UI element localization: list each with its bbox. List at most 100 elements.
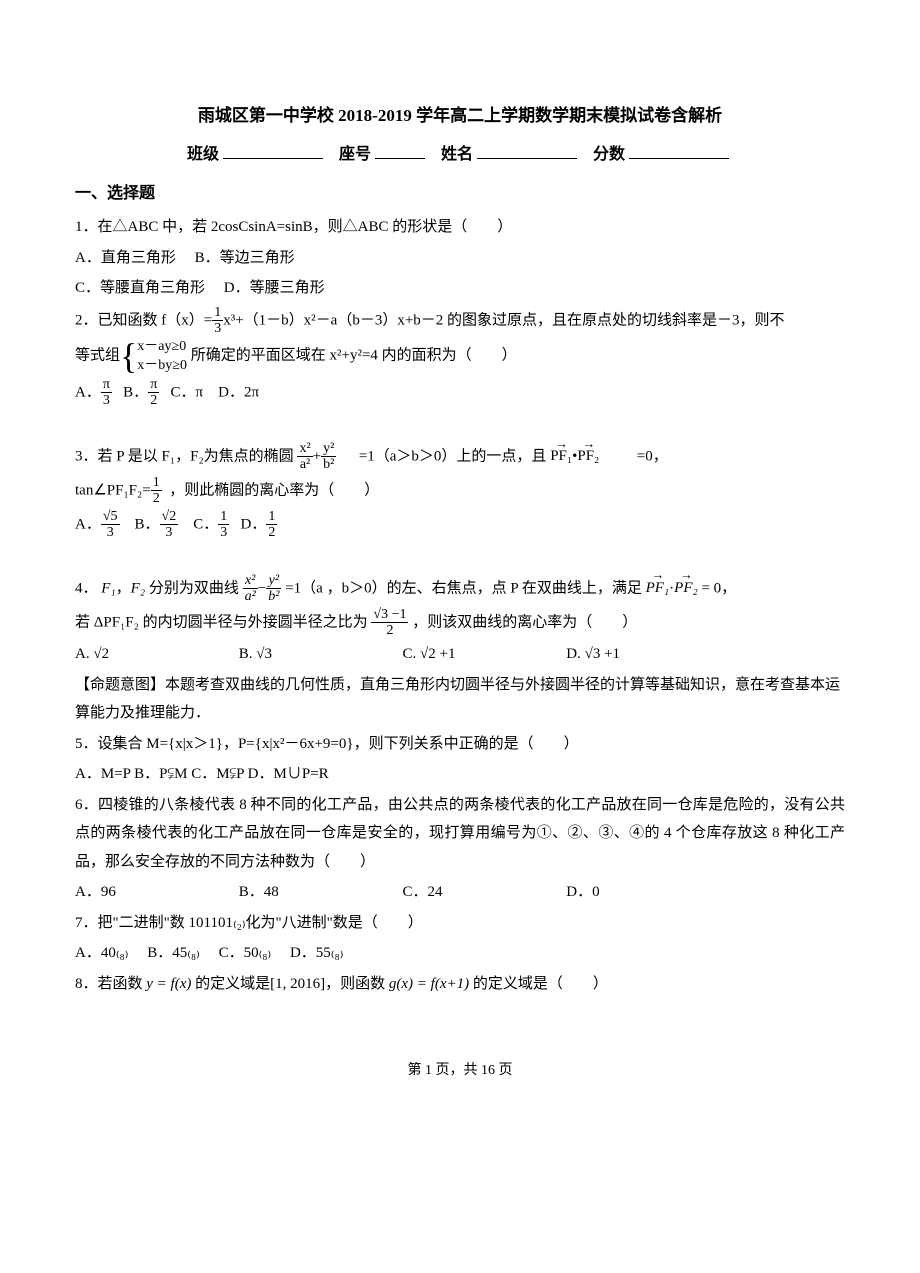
seat-blank <box>375 158 425 159</box>
q3-stem-c: =0， <box>637 448 668 464</box>
score-label: 分数 <box>593 146 625 163</box>
question-7: 7．把"二进制"数 101101₍₂₎化为"八进制"数是（ ） <box>75 909 845 938</box>
q8-stem-a: 8．若函数 <box>75 976 146 992</box>
q1-opt-a: A．直角三角形 <box>75 250 176 266</box>
question-6-options: A．96 B．48 C．24 D．0 <box>75 878 845 907</box>
q4-F1: F₁ <box>101 580 115 596</box>
question-5-options: A．M=P B．P⫋M C．M⫋P D．M∪P=R <box>75 760 845 789</box>
q8-stem-d: 的定义域是（ ） <box>469 976 608 992</box>
q3-plus: + <box>313 448 321 464</box>
q2-stem-c: 等式组 <box>75 348 120 364</box>
q8-stem-b: 的定义域是 <box>191 976 270 992</box>
question-4-line2: 若 ΔPF₁F₂ 的内切圆半径与外接圆半径之比为 √3 −12 ，则该双曲线的离… <box>75 607 845 639</box>
q3-opt-a: A． <box>75 516 101 532</box>
q3-frac2: 12 <box>151 475 162 507</box>
q2-fracB: π2 <box>148 377 159 409</box>
q7-opt-c: C．50₍₈₎ <box>219 945 272 961</box>
q4-opt-d: D. √3 +1 <box>566 640 726 669</box>
q3-frac-x: x²a² <box>297 441 312 473</box>
question-1-options-row1: A．直角三角形 B．等边三角形 <box>75 244 845 273</box>
brace-icon: { <box>120 337 137 377</box>
question-3-line1: 3．若 P 是以 F₁，F₂为焦点的椭圆 x²a²+y²b² =1（a＞b＞0）… <box>75 441 845 473</box>
q4-frac-x: x²a² <box>243 573 258 605</box>
q3-stem-a: 3．若 P 是以 F₁，F₂为焦点的椭圆 <box>75 448 294 464</box>
q8-yeq: y = f(x) <box>146 976 191 992</box>
q4-stem-b: 分别为双曲线 <box>149 580 239 596</box>
q7-opt-a: A．40₍₈₎ <box>75 945 128 961</box>
question-6: 6．四棱锥的八条棱代表 8 种不同的化工产品，由公共点的两条棱代表的化工产品放在… <box>75 791 845 877</box>
q3-vec2: PF₂ <box>577 442 599 471</box>
question-1-options-row2: C．等腰直角三角形 D．等腰三角形 <box>75 274 845 303</box>
footer-mid: 页，共 <box>432 1063 481 1078</box>
q8-geq: g(x) = f(x+1) <box>389 976 469 992</box>
q2-opt-c: C．π <box>171 384 204 400</box>
q3-stem-b: =1（a＞b＞0）上的一点，且 <box>359 448 547 464</box>
q4-opt-c: C. √2 +1 <box>403 640 563 669</box>
q4-opt-a: A. √2 <box>75 640 235 669</box>
section-heading: 一、选择题 <box>75 179 845 209</box>
question-4-note: 【命题意图】本题考查双曲线的几何性质，直角三角形内切圆半径与外接圆半径的计算等基… <box>75 671 845 728</box>
q2-frac1: 13 <box>212 305 223 337</box>
question-7-options: A．40₍₈₎ B．45₍₈₎ C．50₍₈₎ D．55₍₈₎ <box>75 939 845 968</box>
name-blank <box>477 158 577 159</box>
q6-opt-d: D．0 <box>566 878 726 907</box>
seat-label: 座号 <box>339 146 371 163</box>
q6-opt-c: C．24 <box>403 878 563 907</box>
q4-stem-c: =1（a ，b＞0）的左、右焦点，点 P 在双曲线上，满足 <box>285 580 642 596</box>
q2-opt-a: A． <box>75 384 101 400</box>
q3-fracC: 13 <box>218 509 229 541</box>
q3-fracB: √23 <box>160 509 179 541</box>
q4-stem-e: 若 ΔPF₁F₂ 的内切圆半径与外接圆半径之比为 <box>75 614 368 630</box>
q3-frac-y: y²b² <box>321 441 336 473</box>
q4-minus: − <box>258 580 266 596</box>
question-4-line1: 4． F₁，F₂ 分别为双曲线 x²a²−y²b² =1（a ，b＞0）的左、右… <box>75 573 845 605</box>
q2-fracA: π3 <box>101 377 112 409</box>
q4-F2: F₂ <box>131 580 145 596</box>
q3-fracD: 12 <box>266 509 277 541</box>
q4-frac-y: y²b² <box>266 573 281 605</box>
q7-opt-b: B．45₍₈₎ <box>147 945 200 961</box>
footer-total: 16 <box>481 1063 495 1078</box>
footer-prefix: 第 <box>408 1063 426 1078</box>
q2-stem-b: x³+（1－b）x²－a（b－3）x+b－2 的图象过原点，且在原点处的切线斜率… <box>223 312 784 328</box>
q6-opt-a: A．96 <box>75 878 235 907</box>
name-label: 姓名 <box>441 146 473 163</box>
question-3-options: A．√53 B．√23 C．13 D．12 <box>75 509 845 541</box>
class-blank <box>223 158 323 159</box>
header-fields: 班级 座号 姓名 分数 <box>75 140 845 170</box>
question-5: 5．设集合 M={x|x＞1}，P={x|x²－6x+9=0}，则下列关系中正确… <box>75 730 845 759</box>
question-2-line1: 2．已知函数 f（x）=13x³+（1－b）x²－a（b－3）x+b－2 的图象… <box>75 305 845 337</box>
q7-opt-d: D．55₍₈₎ <box>290 945 343 961</box>
q2-opt-b: B． <box>123 384 148 400</box>
q4-stem-d: = 0， <box>701 580 736 596</box>
q4-vec1: PF₁ <box>646 574 670 603</box>
page-title: 雨城区第一中学校 2018-2019 学年高二上学期数学期末模拟试卷含解析 <box>75 100 845 132</box>
q1-opt-d: D．等腰三角形 <box>224 280 325 296</box>
q4-stem-a: 4． <box>75 580 98 596</box>
q2-opt-d: D．2π <box>218 384 259 400</box>
score-blank <box>629 158 729 159</box>
q1-opt-b: B．等边三角形 <box>195 250 295 266</box>
question-2-line2: 等式组{x－ay≥0x－by≥0 所确定的平面区域在 x²+y²=4 内的面积为… <box>75 338 845 374</box>
q3-opt-c: C． <box>193 516 218 532</box>
question-1: 1．在△ABC 中，若 2cosCsinA=sinB，则△ABC 的形状是（ ） <box>75 213 845 242</box>
q6-opt-b: B．48 <box>239 878 399 907</box>
q4-opt-b: B. √3 <box>239 640 399 669</box>
q3-opt-b: B． <box>135 516 160 532</box>
q4-vec2: PF₂ <box>674 574 698 603</box>
q2-stem-d: 所确定的平面区域在 x²+y²=4 内的面积为（ ） <box>191 348 517 364</box>
question-2-options: A．π3 B．π2 C．π D．2π <box>75 377 845 409</box>
q3-fracA: √53 <box>101 509 120 541</box>
q2-stem-a: 2．已知函数 f（x）= <box>75 312 212 328</box>
footer-suffix: 页 <box>495 1063 513 1078</box>
q3-opt-d: D． <box>241 516 267 532</box>
page-footer: 第 1 页，共 16 页 <box>75 1058 845 1085</box>
q1-opt-c: C．等腰直角三角形 <box>75 280 205 296</box>
footer-page: 1 <box>425 1063 432 1078</box>
q4-comma: ， <box>116 580 131 596</box>
class-label: 班级 <box>187 146 219 163</box>
q3-stem-e: ，则此椭圆的离心率为（ ） <box>169 482 379 498</box>
question-4-options: A. √2 B. √3 C. √2 +1 D. √3 +1 <box>75 640 845 669</box>
q2-conditions: x－ay≥0x－by≥0 <box>137 338 187 374</box>
q4-frac2: √3 −12 <box>371 607 408 639</box>
